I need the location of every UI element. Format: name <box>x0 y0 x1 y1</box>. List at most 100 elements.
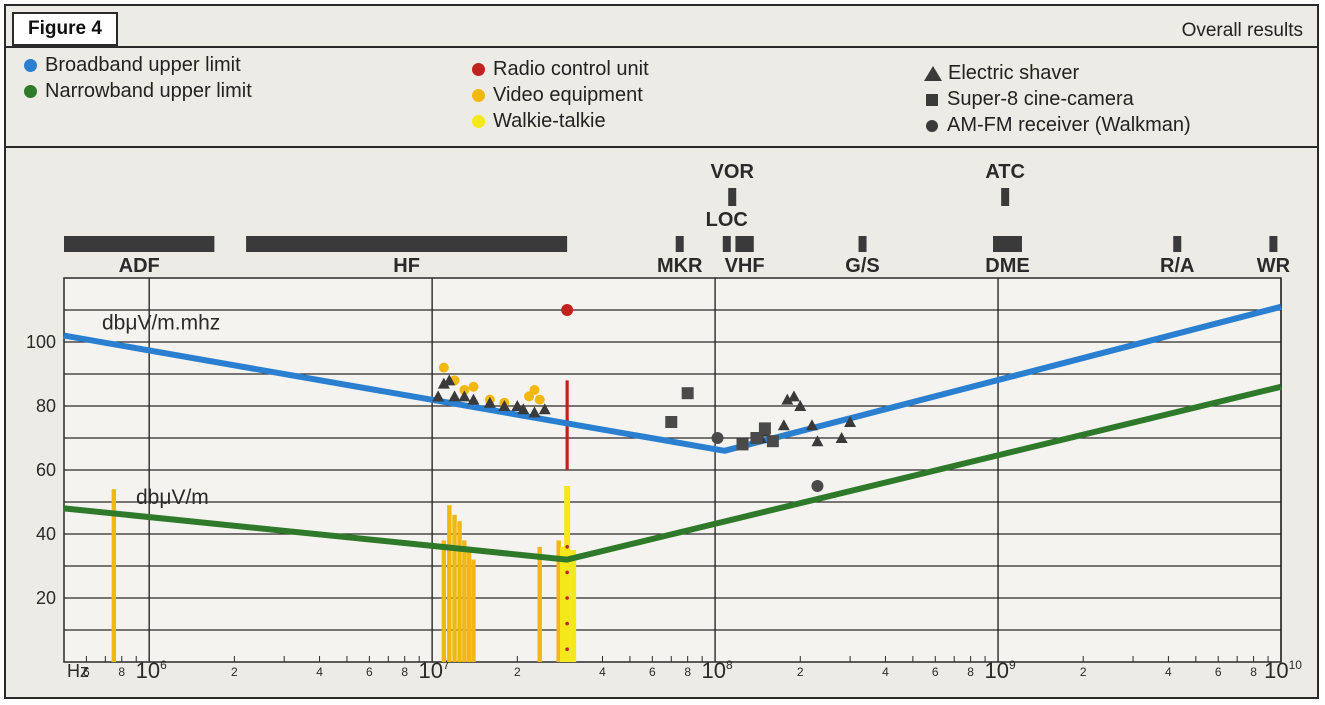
am-fm-receiver-point <box>811 480 824 492</box>
band-label-gs: G/S <box>845 255 879 277</box>
y-tick-label: 80 <box>36 396 56 416</box>
band-label-vhf: VHF <box>725 255 765 277</box>
broadband-limit-line <box>63 303 1282 454</box>
super8-camera-point <box>750 432 763 444</box>
band-bar-mkr <box>675 236 684 252</box>
legend-item-radio-control: Radio control unit <box>472 58 649 81</box>
walkie-talkie-bar <box>570 550 577 662</box>
x-minor-label: 2 <box>231 665 238 679</box>
super8-camera-point <box>758 422 771 435</box>
band-bar-vhf <box>735 236 754 252</box>
electric-shaver-point <box>448 390 461 402</box>
electric-shaver-point <box>458 390 471 402</box>
x-minor-label: 6 <box>932 665 939 679</box>
electric-shaver-point <box>777 419 790 431</box>
super8-camera-point <box>736 438 749 451</box>
electric-shaver-point <box>511 400 524 411</box>
y-tick-label: 100 <box>26 332 56 352</box>
narrowband-curve-label: dbμV/m <box>136 486 209 509</box>
radio-control-dot <box>565 621 569 626</box>
video-equipment-bar <box>441 540 447 662</box>
video-equipment-point <box>459 385 470 395</box>
band-bar-ra <box>1173 236 1182 252</box>
blue-dot-icon <box>24 59 37 72</box>
electric-shaver-point <box>517 403 530 415</box>
y-tick-label: 40 <box>36 524 56 544</box>
orange-dot-icon <box>472 89 485 102</box>
band-bar-atc <box>1001 188 1010 206</box>
legend-label: Video equipment <box>493 84 643 106</box>
legend-divider <box>6 146 1317 148</box>
x-minor-label: 2 <box>1080 665 1087 679</box>
electric-shaver-point <box>781 393 794 405</box>
x-minor-label: 6 <box>366 665 373 679</box>
video-equipment-point <box>438 362 449 373</box>
figure-title: Overall results <box>1181 20 1303 41</box>
band-label-adf: ADF <box>119 255 160 277</box>
electric-shaver-point <box>443 374 456 386</box>
band-bar-gs <box>858 236 867 252</box>
x-minor-label: 8 <box>1250 665 1257 679</box>
figure-label: Figure 4 <box>12 12 118 46</box>
electric-shaver-point <box>844 416 857 427</box>
x-minor-label: 4 <box>1165 665 1172 679</box>
electric-shaver-point <box>787 390 800 402</box>
x-decade-label: 1010 <box>1264 658 1302 683</box>
red-dot-icon <box>472 63 485 76</box>
super8-camera-point <box>766 435 779 448</box>
legend-label: Super-8 cine-camera <box>947 88 1134 110</box>
x-minor-label: 2 <box>797 665 804 679</box>
video-equipment-bar <box>462 540 467 662</box>
electric-shaver-point <box>483 396 496 408</box>
band-label-hf: HF <box>393 255 420 277</box>
super8-camera-point <box>665 416 678 428</box>
electric-shaver-point <box>432 390 445 402</box>
electric-shaver-point <box>805 419 818 431</box>
band-label-ra: R/A <box>1160 255 1194 277</box>
band-bar-loc <box>722 236 731 252</box>
band-bar-wr <box>1269 236 1278 252</box>
legend-item-video: Video equipment <box>472 84 643 107</box>
electric-shaver-point <box>794 400 807 411</box>
radio-control-dot <box>565 596 569 600</box>
radio-control-dot <box>565 647 569 651</box>
radio-control-point <box>561 304 574 316</box>
video-equipment-point <box>468 381 479 392</box>
electric-shaver-point <box>538 403 551 415</box>
video-equipment-bar <box>111 489 117 662</box>
electric-shaver-point <box>811 435 824 447</box>
legend-item-walkman: AM-FM receiver (Walkman) <box>926 114 1191 137</box>
legend-label: Broadband upper limit <box>45 54 241 76</box>
x-decade-label: 106 <box>136 658 167 683</box>
video-equipment-bar <box>466 546 472 662</box>
header-divider <box>6 46 1317 48</box>
x-minor-label: 4 <box>316 665 323 679</box>
band-label-vor: VOR <box>711 161 755 183</box>
y-tick-label: 20 <box>36 588 56 608</box>
video-equipment-bar <box>452 514 457 662</box>
electric-shaver-point <box>467 393 480 405</box>
video-equipment-bar <box>556 540 561 662</box>
x-minor-label: 8 <box>401 665 408 679</box>
electric-shaver-point <box>498 400 511 411</box>
legend-item-electric-shaver: Electric shaver <box>924 62 1079 85</box>
legend-item-narrowband: Narrowband upper limit <box>24 80 252 103</box>
band-bar-adf <box>64 236 215 252</box>
electric-shaver-point <box>437 377 450 389</box>
legend-label: AM-FM receiver (Walkman) <box>947 114 1191 136</box>
x-decade-label: 107 <box>419 658 450 683</box>
x-minor-label: 6 <box>1215 665 1222 679</box>
am-fm-receiver-point <box>711 432 724 444</box>
x-decade-label: 108 <box>702 658 733 683</box>
figure-frame: Figure 4 Overall results Broadband upper… <box>4 4 1319 699</box>
legend-label: Walkie-talkie <box>493 110 606 132</box>
x-minor-label: 6 <box>83 665 90 679</box>
legend-item-broadband: Broadband upper limit <box>24 54 241 77</box>
video-equipment-bar <box>471 559 476 662</box>
x-minor-label: 8 <box>684 665 691 679</box>
x-minor-label: 8 <box>967 665 974 679</box>
legend-label: Radio control unit <box>493 58 649 80</box>
electric-shaver-point <box>835 432 848 443</box>
band-label-wr: WR <box>1257 255 1291 277</box>
